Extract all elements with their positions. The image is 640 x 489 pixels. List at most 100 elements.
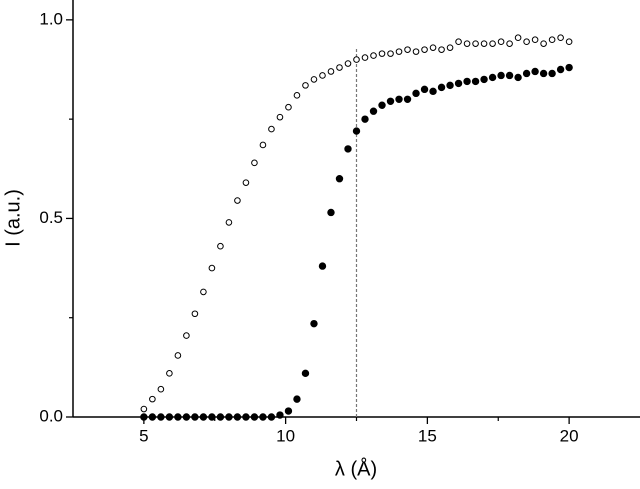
y-axis-label: I (a.u.) — [2, 189, 24, 247]
point — [327, 208, 335, 217]
x-axis-label: λ (Å) — [335, 457, 377, 480]
point — [505, 71, 514, 80]
point — [565, 38, 573, 46]
point — [540, 40, 547, 47]
point — [259, 141, 267, 149]
point — [208, 264, 216, 272]
point — [225, 219, 233, 226]
point — [370, 52, 377, 59]
point — [225, 413, 233, 421]
x-tick-label: 15 — [418, 426, 437, 445]
point — [353, 56, 360, 63]
y-tick-label: 1.0 — [39, 9, 63, 28]
point — [285, 103, 292, 111]
point — [378, 101, 386, 109]
point — [438, 46, 445, 53]
point — [276, 113, 284, 121]
point — [310, 319, 318, 328]
point — [199, 413, 208, 421]
point — [454, 79, 463, 88]
point — [344, 60, 352, 67]
point — [480, 75, 488, 84]
y-tick-label: 0.0 — [39, 406, 63, 425]
point — [148, 413, 157, 421]
point — [251, 159, 258, 167]
point — [301, 369, 310, 378]
point — [446, 44, 454, 51]
point — [395, 95, 403, 103]
y-tick-label: 0.5 — [39, 208, 63, 227]
point — [140, 405, 148, 413]
point — [403, 95, 412, 103]
point — [480, 40, 488, 47]
point — [242, 179, 250, 186]
point — [437, 83, 446, 92]
point — [166, 370, 173, 377]
point — [327, 68, 335, 75]
point — [548, 36, 556, 44]
x-tick-label: 5 — [139, 426, 148, 445]
point — [361, 54, 369, 61]
point — [471, 77, 480, 86]
point — [514, 73, 522, 82]
point — [489, 40, 496, 47]
point — [506, 40, 513, 47]
point — [522, 69, 531, 78]
x-tick-label: 10 — [276, 426, 295, 445]
point — [191, 310, 199, 318]
point — [531, 36, 539, 44]
point — [174, 413, 182, 421]
point — [514, 34, 522, 42]
point — [344, 145, 352, 153]
point — [242, 413, 250, 421]
point — [233, 413, 242, 421]
point — [140, 413, 148, 421]
point — [268, 125, 275, 133]
point — [497, 38, 505, 46]
point — [183, 332, 190, 339]
point — [319, 72, 326, 79]
point — [369, 107, 378, 115]
point — [463, 77, 471, 86]
point — [276, 411, 284, 419]
point — [217, 242, 224, 250]
point — [318, 262, 327, 270]
point — [395, 48, 403, 55]
point — [182, 413, 191, 421]
point — [387, 50, 394, 57]
point — [556, 65, 565, 74]
point — [302, 82, 309, 89]
point — [497, 71, 505, 80]
point — [412, 89, 420, 98]
point — [157, 413, 165, 421]
point — [293, 92, 301, 99]
point — [149, 395, 156, 403]
point — [429, 87, 437, 96]
point — [335, 175, 344, 183]
point — [565, 63, 573, 72]
point — [420, 85, 429, 94]
point — [310, 76, 318, 83]
point — [548, 69, 556, 78]
point — [472, 40, 479, 47]
point — [378, 50, 386, 57]
point — [259, 413, 267, 421]
point — [208, 413, 216, 421]
point — [174, 352, 182, 359]
point — [539, 69, 548, 78]
point — [234, 197, 241, 204]
point — [191, 413, 199, 421]
point — [352, 127, 361, 135]
point — [336, 64, 343, 71]
point — [446, 81, 454, 90]
point — [557, 34, 564, 42]
point — [404, 46, 411, 53]
x-tick-label: 20 — [560, 426, 579, 445]
point — [361, 115, 369, 123]
point — [284, 407, 293, 415]
point — [293, 395, 301, 403]
point — [200, 288, 207, 296]
point — [429, 44, 437, 51]
point — [463, 40, 471, 47]
